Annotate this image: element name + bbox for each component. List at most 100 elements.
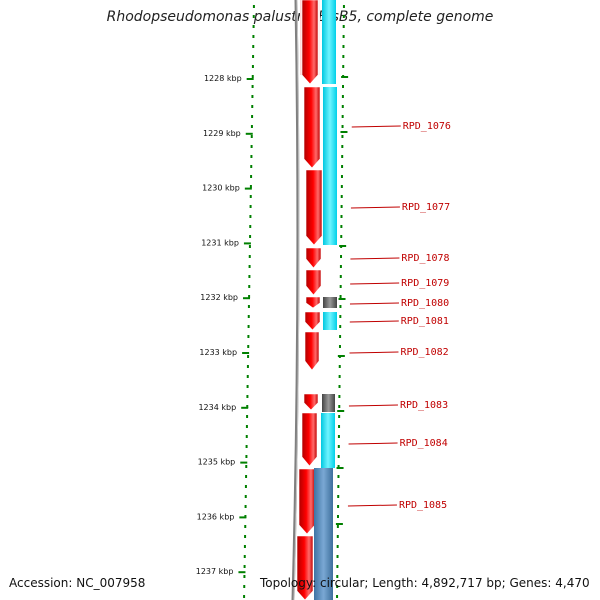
scale-dot bbox=[249, 195, 252, 198]
track-dot bbox=[342, 5, 345, 8]
scale-dot bbox=[245, 435, 248, 438]
track-dot bbox=[337, 465, 340, 468]
scale-dot bbox=[251, 85, 254, 88]
track-dot bbox=[338, 395, 341, 398]
track-dot bbox=[340, 255, 343, 258]
reverse-gene-segment[interactable] bbox=[322, 0, 336, 84]
track-dot bbox=[340, 205, 343, 208]
scale-track: 1228 kbp 1229 kbp 1230 kbp 1231 kbp 1232 kbp… bbox=[196, 74, 254, 576]
scale-dot bbox=[250, 155, 253, 158]
gene-label[interactable]: RPD_1076 bbox=[403, 121, 451, 132]
track-dot bbox=[341, 155, 344, 158]
scale-dot bbox=[247, 345, 250, 348]
scale-dot bbox=[251, 65, 254, 68]
track-dot bbox=[341, 105, 344, 108]
gene-leader-line bbox=[348, 442, 398, 445]
track-dot bbox=[338, 425, 341, 428]
track-dot bbox=[336, 595, 339, 598]
track-dot bbox=[342, 55, 345, 58]
forward-gene-arrow[interactable] bbox=[305, 269, 322, 296]
backbone-highlight bbox=[293, 0, 300, 600]
scale-dot bbox=[250, 175, 253, 178]
scale-tick bbox=[244, 187, 252, 190]
scale-label: 1229 kbp bbox=[203, 129, 241, 138]
scale-dot bbox=[243, 545, 246, 548]
scale-dot bbox=[244, 525, 247, 528]
gene-label[interactable]: RPD_1084 bbox=[400, 438, 448, 449]
scale-dot bbox=[244, 495, 247, 498]
scale-dot bbox=[248, 245, 251, 248]
forward-gene-arrow[interactable] bbox=[305, 169, 323, 246]
gene-label[interactable]: RPD_1080 bbox=[401, 298, 449, 309]
forward-gene-arrow[interactable] bbox=[304, 331, 320, 371]
scale-label: 1237 kbp bbox=[196, 567, 234, 576]
forward-gene-arrow[interactable] bbox=[305, 247, 322, 269]
backbone-group bbox=[291, 0, 300, 600]
gene-leader-line bbox=[351, 125, 401, 128]
forward-gene-arrow[interactable] bbox=[296, 535, 314, 600]
track-dot bbox=[337, 435, 340, 438]
scale-dot bbox=[245, 475, 248, 478]
forward-gene-arrow[interactable] bbox=[304, 311, 321, 331]
track-dot bbox=[338, 365, 341, 368]
track-dot bbox=[339, 275, 342, 278]
track-dot bbox=[341, 165, 344, 168]
track-dot bbox=[340, 195, 343, 198]
gene-label[interactable]: RPD_1082 bbox=[400, 347, 448, 358]
track-dot bbox=[341, 135, 344, 138]
scale-label: 1235 kbp bbox=[198, 458, 236, 467]
gene-label[interactable]: RPD_1079 bbox=[401, 278, 449, 289]
scale-dot bbox=[247, 335, 250, 338]
reverse-gene-segment[interactable] bbox=[323, 297, 337, 308]
major-tick bbox=[337, 410, 345, 412]
track-dot bbox=[336, 545, 339, 548]
scale-dot bbox=[251, 75, 254, 78]
gene-label[interactable]: RPD_1081 bbox=[401, 316, 449, 327]
scale-dot bbox=[246, 375, 249, 378]
gene-leader-line bbox=[348, 404, 398, 407]
scale-dot bbox=[248, 285, 251, 288]
forward-gene-arrow[interactable] bbox=[303, 393, 319, 411]
reverse-gene-segment[interactable] bbox=[323, 87, 337, 245]
scale-tick bbox=[240, 461, 248, 464]
track-dot bbox=[336, 515, 339, 518]
forward-gene-arrow[interactable] bbox=[303, 86, 321, 169]
reverse-gene-segment[interactable] bbox=[314, 468, 333, 600]
scale-label: 1231 kbp bbox=[201, 238, 239, 247]
reverse-gene-segment[interactable] bbox=[321, 413, 335, 468]
scale-dot bbox=[247, 325, 250, 328]
scale-tick bbox=[246, 78, 254, 80]
scale-tick bbox=[239, 516, 247, 519]
major-tick bbox=[338, 298, 346, 300]
gene-label[interactable]: RPD_1078 bbox=[401, 253, 449, 264]
scale-label: 1233 kbp bbox=[199, 348, 237, 357]
forward-gene-arrow[interactable] bbox=[305, 296, 321, 309]
scale-label: 1230 kbp bbox=[202, 184, 240, 193]
track-dot bbox=[339, 285, 342, 288]
gene-label[interactable]: RPD_1085 bbox=[399, 500, 447, 511]
forward-gene-arrow[interactable] bbox=[301, 0, 319, 85]
scale-dot bbox=[243, 575, 246, 578]
scale-dot bbox=[249, 185, 252, 188]
track-dot bbox=[340, 235, 343, 238]
gene-label[interactable]: RPD_1083 bbox=[400, 400, 448, 411]
scale-dot bbox=[251, 115, 254, 118]
scale-dot bbox=[250, 135, 253, 138]
reverse-gene-segment[interactable] bbox=[322, 394, 335, 412]
forward-gene-arrow[interactable] bbox=[298, 468, 316, 535]
reverse-gene-track bbox=[314, 0, 337, 600]
gene-label[interactable]: RPD_1077 bbox=[402, 202, 450, 213]
track-dot bbox=[342, 65, 345, 68]
track-dot bbox=[337, 475, 340, 478]
genome-summary-text: Topology: circular; Length: 4,892,717 bp… bbox=[260, 576, 590, 590]
track-dot bbox=[340, 175, 343, 178]
forward-gene-track bbox=[296, 0, 323, 600]
reverse-gene-segment[interactable] bbox=[323, 312, 337, 330]
track-dot bbox=[339, 305, 342, 308]
track-dot bbox=[337, 455, 340, 458]
scale-dot bbox=[250, 125, 253, 128]
major-tick bbox=[339, 245, 347, 247]
major-tick bbox=[337, 355, 345, 357]
forward-gene-arrow[interactable] bbox=[301, 412, 318, 467]
